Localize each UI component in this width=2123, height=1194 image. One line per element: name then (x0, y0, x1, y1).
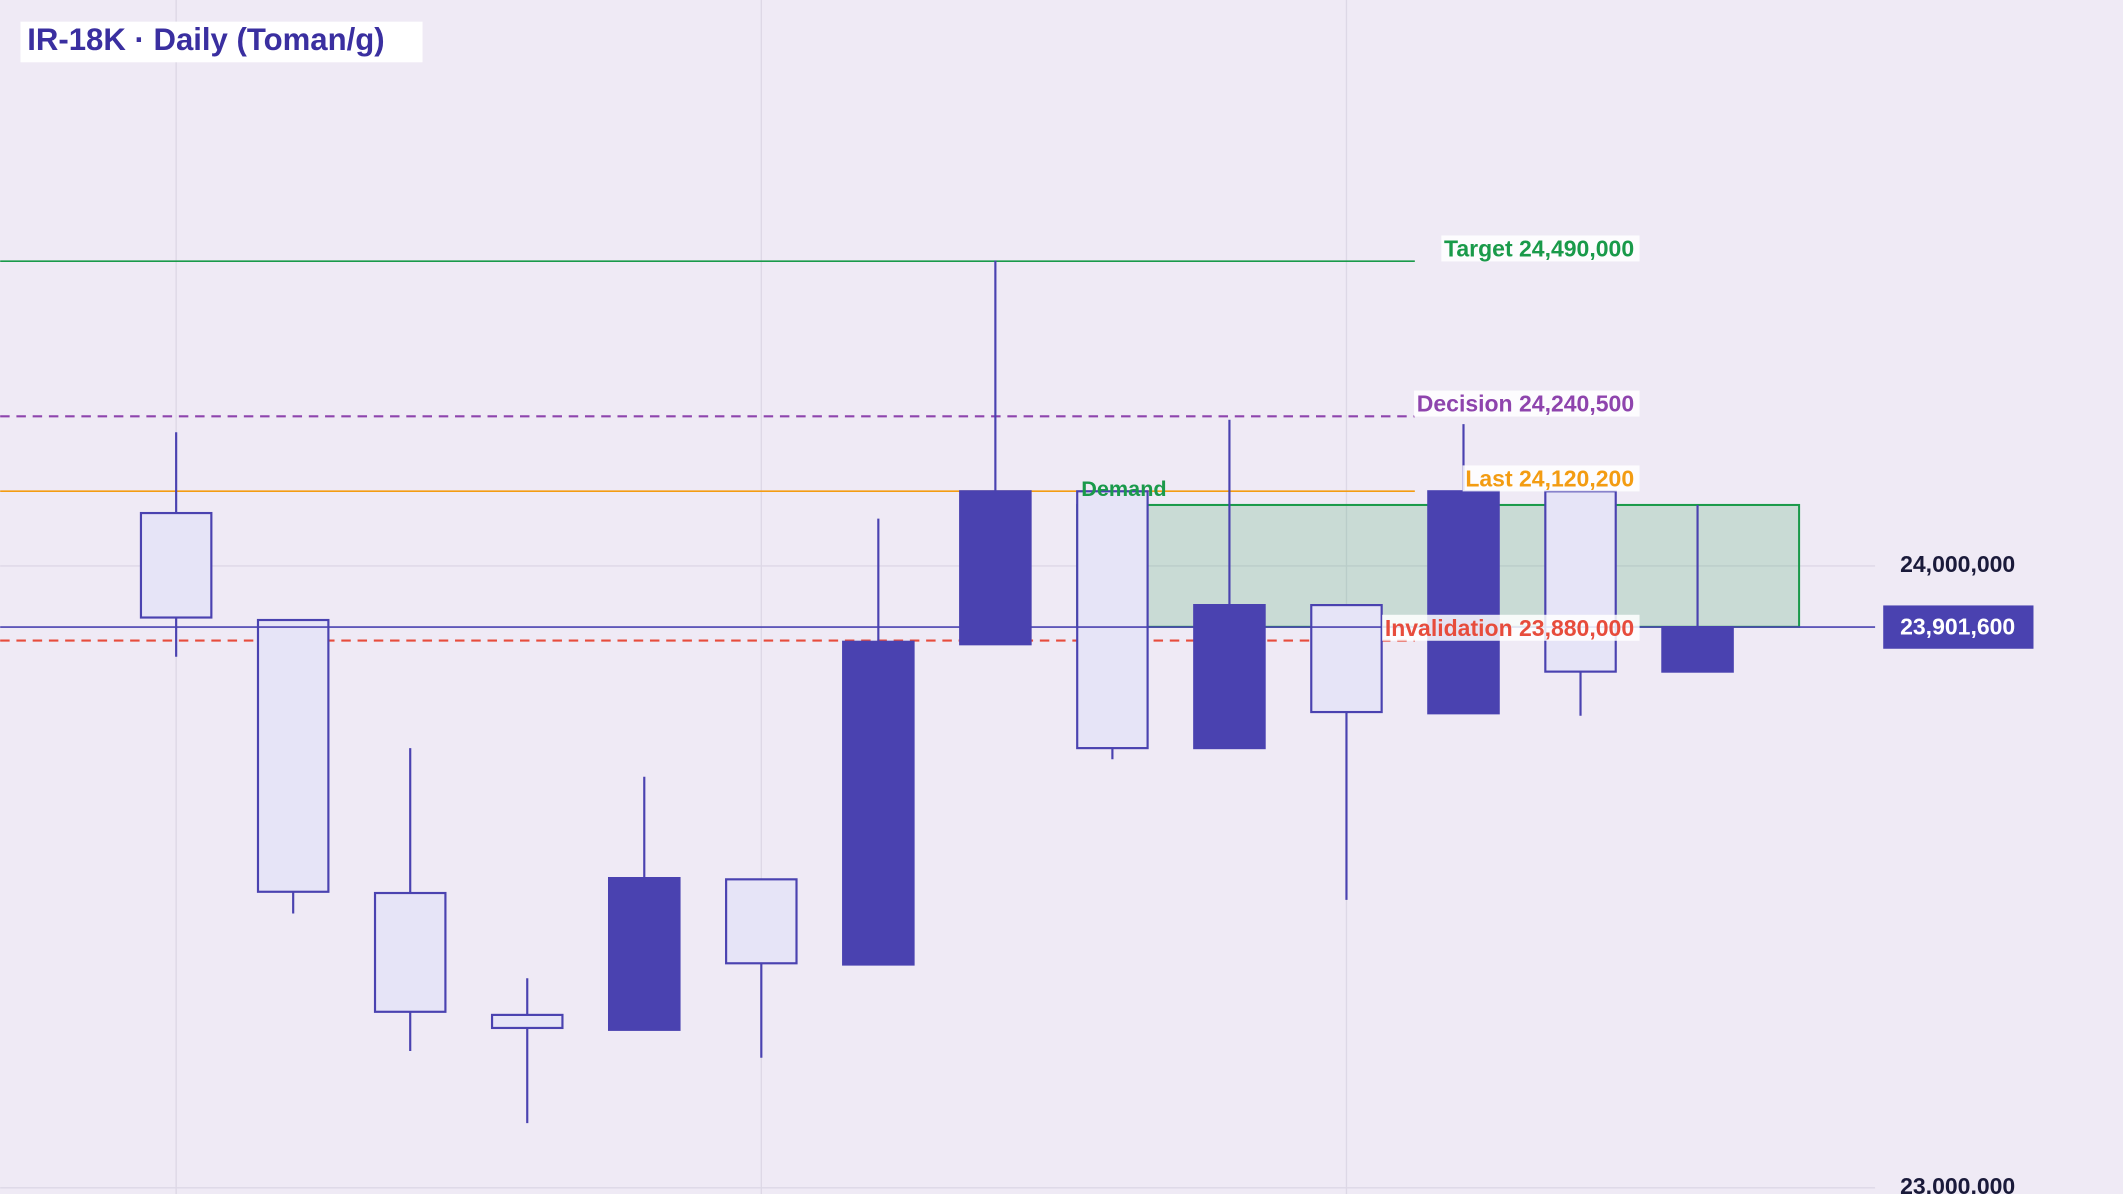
candle-body (1661, 626, 1734, 673)
zone-label: Demand (1081, 476, 1166, 501)
candle-body (1544, 490, 1617, 673)
candle-body (373, 891, 447, 1013)
level-label-bg (1462, 465, 1640, 492)
level-label: Target 24,490,000 (1444, 235, 1634, 261)
chart-title: IR-18K · Daily (Toman/g) (27, 22, 384, 57)
title-bg (20, 21, 423, 63)
level-label-bg (1441, 235, 1640, 262)
candle-body (607, 877, 681, 1031)
candle-body (139, 511, 213, 619)
level-label: Decision 24,240,500 (1417, 391, 1634, 417)
last-price-badge (1883, 605, 2034, 649)
candle-body (725, 878, 798, 965)
level-label-bg (1414, 390, 1640, 417)
candle-body (256, 618, 330, 893)
y-tick-label: 23,000,000 (1900, 1173, 2015, 1194)
candle-body (842, 640, 915, 966)
y-tick-label: 24,000,000 (1900, 551, 2015, 577)
level-label-bg (1382, 614, 1640, 641)
candle-body (1193, 604, 1266, 750)
candle-body (1076, 490, 1149, 750)
candle-body (1310, 604, 1383, 714)
level-label: Last 24,120,200 (1465, 465, 1634, 491)
candle-body (490, 1013, 564, 1030)
candle-body (1427, 490, 1500, 715)
candle-body (959, 490, 1032, 646)
level-label: Invalidation 23,880,000 (1385, 615, 1634, 641)
last-price-label: 23,901,600 (1900, 614, 2015, 640)
